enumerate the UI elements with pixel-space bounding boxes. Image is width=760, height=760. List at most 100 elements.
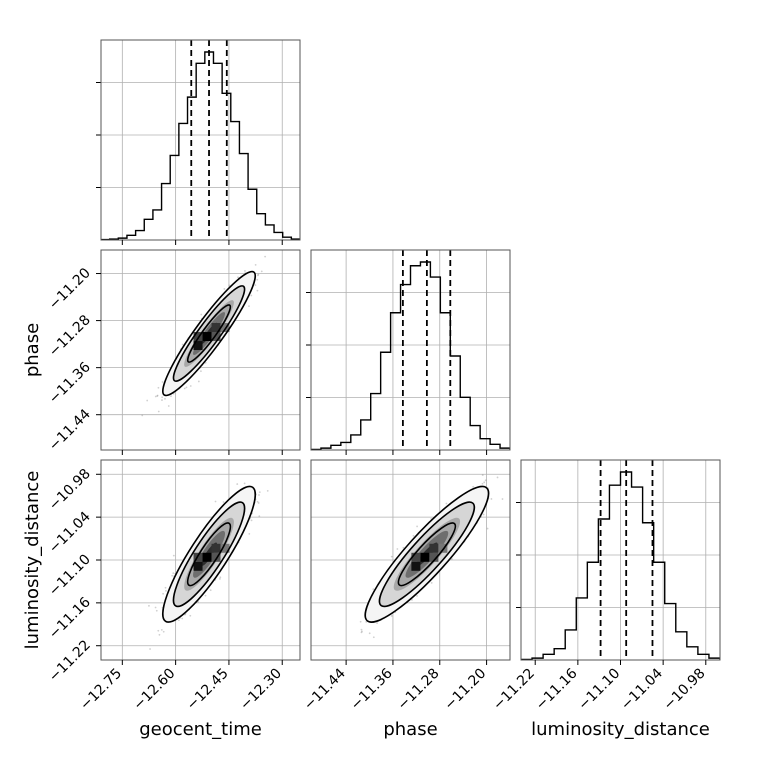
pair-geocent_time-luminosity_distance-content: [101, 460, 300, 660]
pair-geocent_time-luminosity_distance-point: [157, 629, 160, 632]
pair-geocent_time-luminosity_distance-peak-block-3: [211, 552, 221, 562]
pair-phase-luminosity_distance-point: [528, 463, 530, 465]
pair-geocent_time-phase-point: [183, 387, 186, 390]
x-axis-label-geocent_time: geocent_time: [139, 719, 262, 740]
pair-geocent_time-phase-point: [228, 284, 231, 287]
pair-geocent_time-luminosity_distance-contour-2: [186, 522, 232, 587]
pair-geocent_time-phase-point: [164, 397, 166, 400]
pair-phase-luminosity_distance-point: [390, 615, 393, 617]
pair-phase-luminosity_distance-point: [445, 502, 448, 505]
pair-geocent_time-phase-point: [257, 273, 260, 276]
pair-phase-luminosity_distance-point: [484, 479, 487, 482]
x-tick-label-phase-0: −11.44: [301, 665, 349, 713]
pair-geocent_time-luminosity_distance-peak-block-2: [211, 543, 221, 553]
pair-geocent_time-phase-peak-block-1: [193, 341, 203, 351]
pair-geocent_time-luminosity_distance-point: [243, 482, 246, 485]
pair-geocent_time-phase-contour-1: [172, 285, 246, 382]
pair-geocent_time-luminosity_distance-point: [164, 586, 167, 589]
pair-geocent_time-luminosity_distance-point: [258, 515, 261, 518]
y-tick-label-phase-3: −11.20: [46, 265, 94, 313]
pair-geocent_time-luminosity_distance-point: [160, 628, 163, 631]
pair-geocent_time-luminosity_distance-peak-block-0: [202, 552, 212, 562]
pair-geocent_time-luminosity_distance-point: [219, 577, 221, 580]
pair-phase-luminosity_distance-point: [365, 621, 368, 623]
pair-geocent_time-phase-point: [161, 381, 164, 383]
pair-phase-luminosity_distance-peak-block-2: [429, 543, 439, 553]
pair-phase-luminosity_distance-contour-2: [397, 522, 457, 587]
pair-geocent_time-phase-frame: [100, 249, 301, 451]
pair-phase-luminosity_distance-point: [450, 558, 453, 560]
pair-geocent_time-luminosity_distance-point: [171, 574, 174, 577]
pair-geocent_time-phase-point: [256, 289, 259, 292]
pair-phase-luminosity_distance-point: [486, 527, 489, 530]
pair-geocent_time-luminosity_distance-point: [148, 604, 150, 607]
pair-geocent_time-phase-point: [156, 395, 159, 397]
pair-phase-luminosity_distance-point: [430, 582, 433, 584]
pair-geocent_time-phase-point: [157, 386, 160, 389]
pair-geocent_time-phase-point: [170, 395, 172, 397]
y-tick-label-luminosity_distance-1: −11.16: [46, 594, 94, 642]
pair-phase-luminosity_distance-point: [412, 534, 415, 537]
pair-geocent_time-phase-point: [154, 395, 157, 398]
pair-phase-luminosity_distance-frame: [310, 459, 511, 661]
x-tick-label-phase-2: −11.28: [395, 666, 443, 714]
pair-geocent_time-phase-peak-block-5: [220, 323, 230, 333]
pair-geocent_time-phase-point: [200, 313, 203, 316]
hist-phase-content: [311, 250, 510, 450]
pair-geocent_time-luminosity_distance-point: [256, 500, 259, 503]
pair-phase-luminosity_distance-point: [396, 548, 399, 550]
pair-geocent_time-phase-point: [185, 386, 188, 389]
pair-geocent_time-luminosity_distance-point: [162, 630, 165, 633]
y-axis-label-phase: phase: [22, 323, 43, 377]
pair-geocent_time-phase-point: [264, 255, 267, 258]
y-axis-label-luminosity_distance: luminosity_distance: [22, 471, 43, 650]
pair-phase-luminosity_distance-point: [472, 485, 475, 488]
pair-geocent_time-luminosity_distance-peak-block-1: [193, 561, 203, 571]
pair-phase-luminosity_distance-point: [402, 546, 405, 549]
pair-phase-luminosity_distance-point: [481, 482, 484, 485]
pair-phase-luminosity_distance-contour-0: [364, 485, 490, 623]
pair-geocent_time-luminosity_distance-peak-block-5: [220, 543, 230, 553]
hist-geocent_time-content: [101, 40, 300, 240]
pair-geocent_time-luminosity_distance-point: [266, 489, 269, 492]
hist-phase-step: [311, 261, 510, 450]
pair-geocent_time-luminosity_distance-point: [162, 592, 164, 595]
pair-geocent_time-phase-peak-block-0: [202, 332, 212, 342]
pair-phase-luminosity_distance-point: [368, 632, 371, 635]
pair-phase-luminosity_distance-point: [360, 628, 363, 631]
x-tick-label-phase-3: −11.20: [441, 666, 489, 714]
pair-geocent_time-phase-point: [156, 394, 159, 397]
pair-geocent_time-luminosity_distance-point: [154, 606, 157, 609]
pair-geocent_time-phase-point: [244, 270, 246, 272]
pair-geocent_time-phase-peak-block-2: [211, 323, 221, 333]
pair-geocent_time-luminosity_distance-point: [258, 491, 261, 493]
pair-geocent_time-luminosity_distance-point: [250, 519, 253, 522]
y-tick-label-luminosity_distance-0: −11.22: [46, 637, 94, 685]
pair-geocent_time-phase-point: [237, 276, 239, 279]
pair-geocent_time-phase-point: [141, 414, 144, 417]
pair-geocent_time-phase-peak-block-4: [193, 332, 203, 342]
pair-geocent_time-phase-point: [260, 270, 263, 273]
pair-phase-luminosity_distance-point: [376, 622, 379, 624]
y-tick-label-phase-1: −11.36: [46, 359, 94, 407]
pair-geocent_time-phase-point: [223, 288, 226, 290]
pair-phase-luminosity_distance-point: [372, 636, 375, 639]
y-tick-label-phase-2: −11.28: [46, 312, 94, 360]
hist-luminosity_distance-step: [521, 471, 720, 660]
pair-geocent_time-luminosity_distance-point: [165, 589, 167, 592]
y-tick-label-phase-0: −11.44: [46, 406, 94, 454]
pair-phase-luminosity_distance-point: [361, 630, 363, 633]
pair-geocent_time-luminosity_distance-point: [257, 502, 260, 504]
x-tick-label-geocent_time-0: −12.75: [77, 666, 125, 714]
pair-geocent_time-luminosity_distance-point: [222, 501, 225, 503]
pair-geocent_time-phase-point: [146, 399, 149, 402]
pair-phase-luminosity_distance-point: [482, 513, 485, 516]
y-tick-label-luminosity_distance-4: −10.98: [46, 466, 94, 514]
pair-phase-luminosity_distance-point: [416, 525, 418, 528]
pair-geocent_time-luminosity_distance-contour-0: [162, 485, 257, 623]
pair-phase-luminosity_distance-point: [416, 595, 418, 597]
x-tick-label-phase-1: −11.36: [348, 665, 396, 713]
pair-phase-luminosity_distance-point: [411, 599, 413, 601]
